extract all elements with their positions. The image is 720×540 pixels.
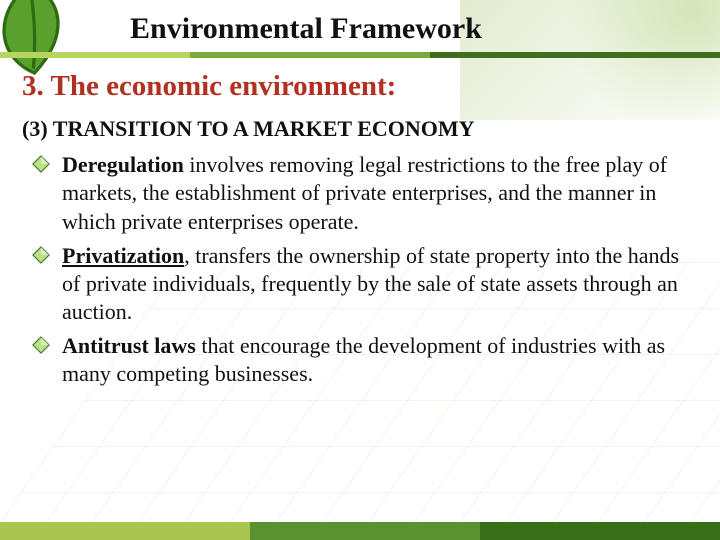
diamond-bullet-icon <box>32 246 50 264</box>
footer-band <box>0 522 720 540</box>
diamond-bullet-icon <box>32 155 50 173</box>
diamond-bullet-icon <box>32 336 50 354</box>
sub-heading: (3) TRANSITION TO A MARKET ECONOMY <box>22 115 698 143</box>
bullet-term: Deregulation <box>62 152 184 177</box>
footer-light <box>0 522 250 540</box>
header: Environmental Framework <box>0 0 720 46</box>
bullet-term: Antitrust laws <box>62 333 196 358</box>
list-item: Privatization, transfers the ownership o… <box>32 242 698 326</box>
section-heading: 3. The economic environment: <box>22 68 698 105</box>
subheading-text: TRANSITION TO A MARKET ECONOMY <box>53 116 475 141</box>
content: 3. The economic environment: (3) TRANSIT… <box>0 46 720 389</box>
list-item: Antitrust laws that encourage the develo… <box>32 332 698 388</box>
subheading-prefix: (3) <box>22 116 53 141</box>
bullet-list: Deregulation involves removing legal res… <box>22 151 698 388</box>
bullet-term: Privatization <box>62 243 184 268</box>
page-title: Environmental Framework <box>130 12 700 46</box>
list-item: Deregulation involves removing legal res… <box>32 151 698 235</box>
